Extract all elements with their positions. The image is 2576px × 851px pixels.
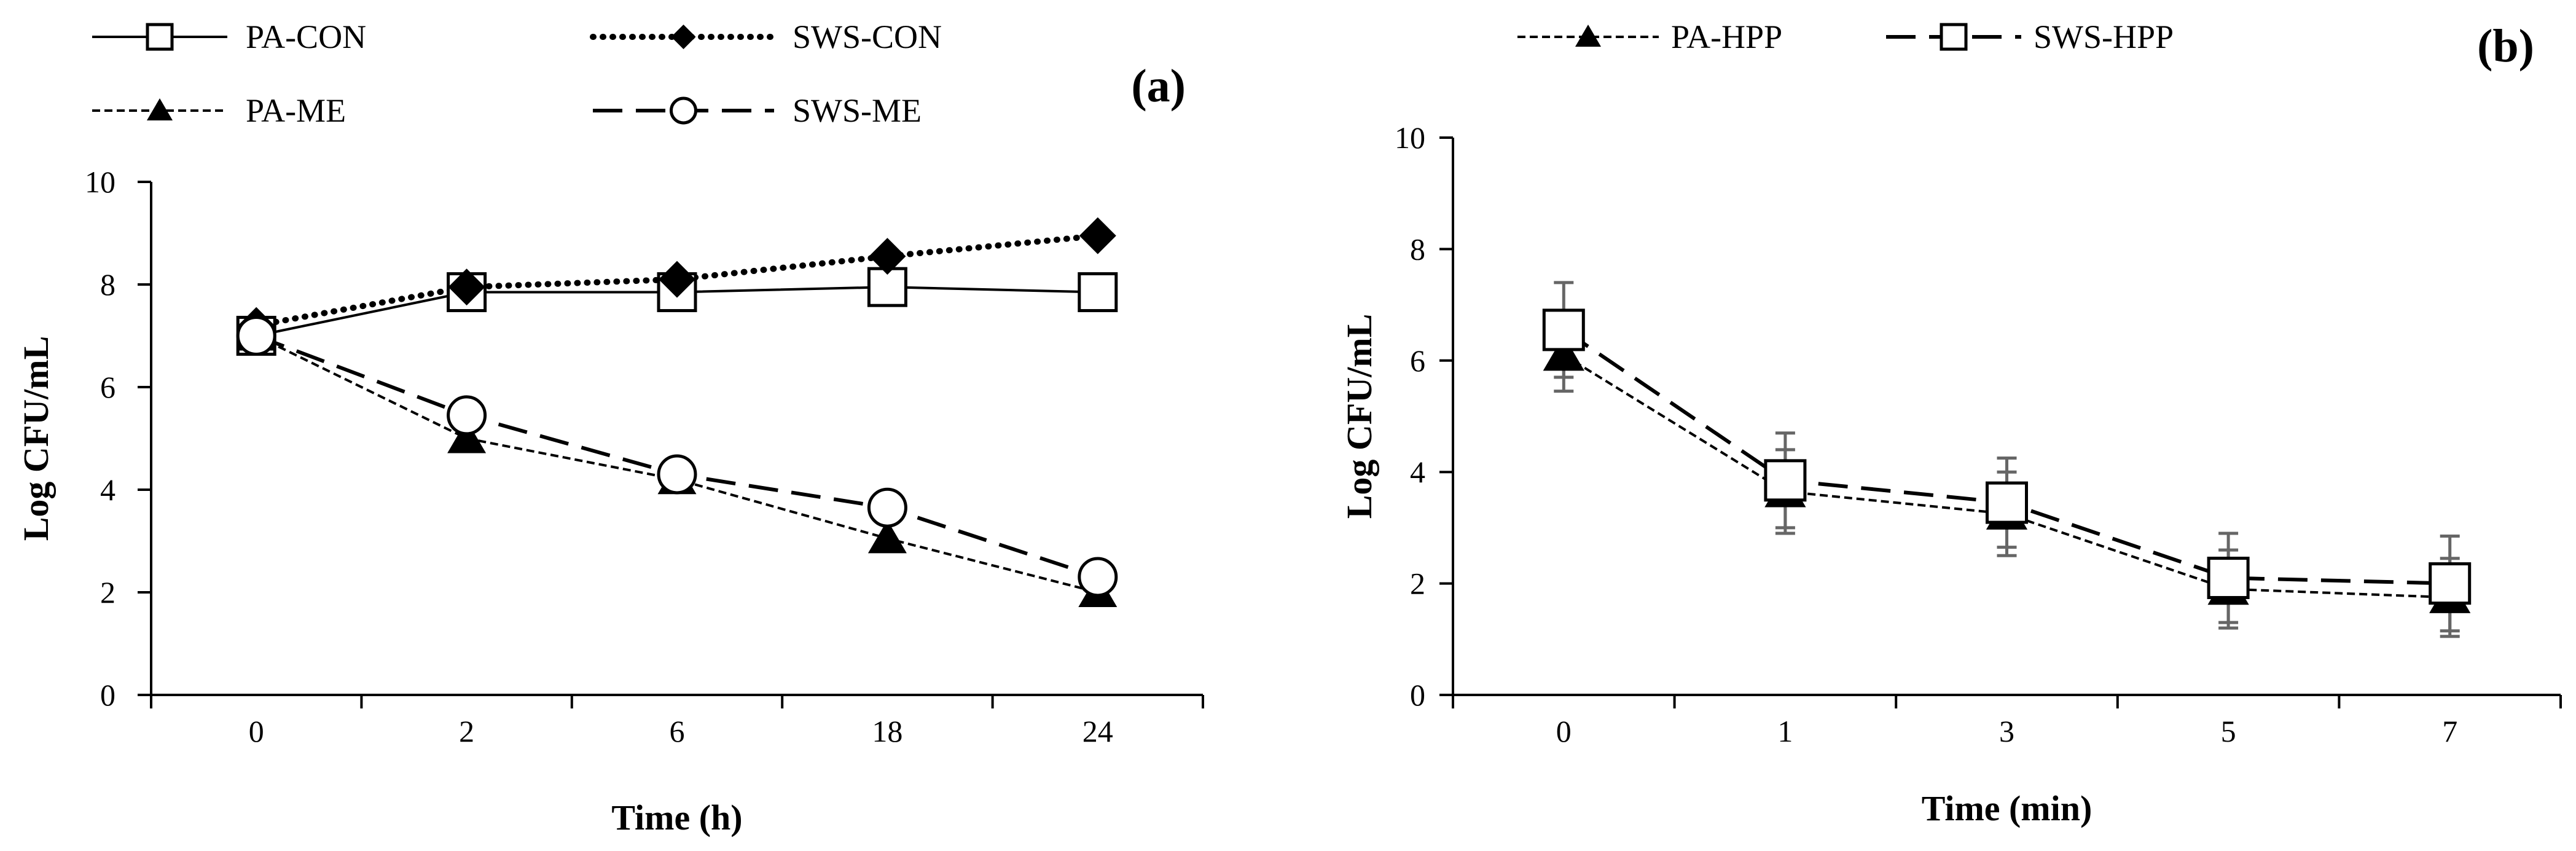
data-point-sws-me (447, 395, 487, 436)
y-tick-label: 4 (1410, 455, 1425, 489)
x-tick-label: 0 (1556, 714, 1572, 748)
legend-label: PA-CON (246, 18, 366, 55)
y-axis-title: Log CFU/mL (16, 336, 56, 541)
data-point-sws-hpp (1986, 481, 2028, 524)
y-tick-label: 10 (1395, 120, 1425, 155)
legend-label: SWS-HPP (2034, 18, 2174, 55)
y-axis-title: Log CFU/mL (1339, 314, 1379, 519)
data-point-sws-hpp (2429, 562, 2472, 605)
data-point-pa-me (867, 520, 907, 554)
x-tick-label: 18 (872, 714, 902, 748)
y-tick-label: 4 (100, 473, 115, 507)
data-point-pa-hpp (1543, 335, 1584, 371)
x-tick-label: 2 (459, 714, 474, 748)
data-point-sws-con (869, 238, 906, 275)
data-point-sws-me (236, 316, 276, 356)
legend-label: SWS-CON (793, 18, 942, 55)
legend-item-sws-me: SWS-ME (593, 92, 922, 129)
legend-item-pa-hpp: PA-HPP (1517, 18, 1782, 55)
data-point-sws-me (1078, 557, 1118, 597)
y-tick-label: 2 (1410, 567, 1425, 601)
data-point-sws-hpp (1542, 308, 1585, 351)
legend-marker (671, 25, 696, 49)
x-tick-label: 0 (249, 714, 264, 748)
y-tick-label: 8 (1410, 232, 1425, 266)
x-tick-label: 24 (1082, 714, 1113, 748)
data-point-pa-con (867, 267, 907, 307)
x-tick-label: 7 (2442, 714, 2457, 748)
y-tick-label: 8 (100, 267, 115, 302)
legend-marker (1575, 25, 1601, 47)
legend-item-pa-me: PA-ME (92, 92, 346, 129)
data-point-pa-con (1078, 272, 1118, 313)
data-point-sws-con (659, 261, 695, 298)
legend-marker (1940, 23, 1968, 51)
legend-label: SWS-ME (793, 92, 922, 129)
legend-item-pa-con: PA-CON (92, 18, 366, 55)
x-axis-title: Time (h) (611, 798, 742, 837)
data-point-sws-me (657, 454, 697, 495)
x-tick-label: 6 (670, 714, 685, 748)
y-tick-label: 6 (1410, 343, 1425, 378)
legend-item-sws-hpp: SWS-HPP (1886, 18, 2174, 55)
y-tick-label: 6 (100, 370, 115, 404)
data-point-sws-con (448, 269, 485, 306)
x-tick-label: 5 (2221, 714, 2236, 748)
data-point-sws-hpp (2207, 557, 2250, 600)
data-point-sws-hpp (1764, 459, 1807, 502)
x-axis-title: Time (min) (1922, 788, 2093, 828)
chart-panel-b: 0 2 4 6 8 10 0 1 3 5 7 Time (min) Log CFU/mL (b) PA-HP… (1339, 18, 2562, 828)
legend-item-sws-con: SWS-CON (590, 18, 942, 55)
legend-label: PA-HPP (1671, 18, 1782, 55)
legend-label: PA-ME (246, 92, 346, 129)
panel-label: (b) (2477, 20, 2534, 72)
panel-label: (a) (1131, 60, 1186, 112)
y-tick-label: 0 (1410, 678, 1425, 712)
y-tick-label: 0 (100, 678, 115, 712)
data-point-sws-me (867, 487, 907, 528)
data-point-sws-con (1079, 217, 1116, 254)
data-point-pa-me (447, 420, 487, 453)
legend-marker (147, 98, 173, 120)
x-tick-label: 1 (1777, 714, 1793, 748)
y-tick-label: 10 (85, 165, 115, 199)
x-tick-label: 3 (1999, 714, 2014, 748)
y-tick-label: 2 (100, 575, 115, 610)
legend-marker (146, 23, 174, 51)
legend-marker (670, 96, 697, 125)
